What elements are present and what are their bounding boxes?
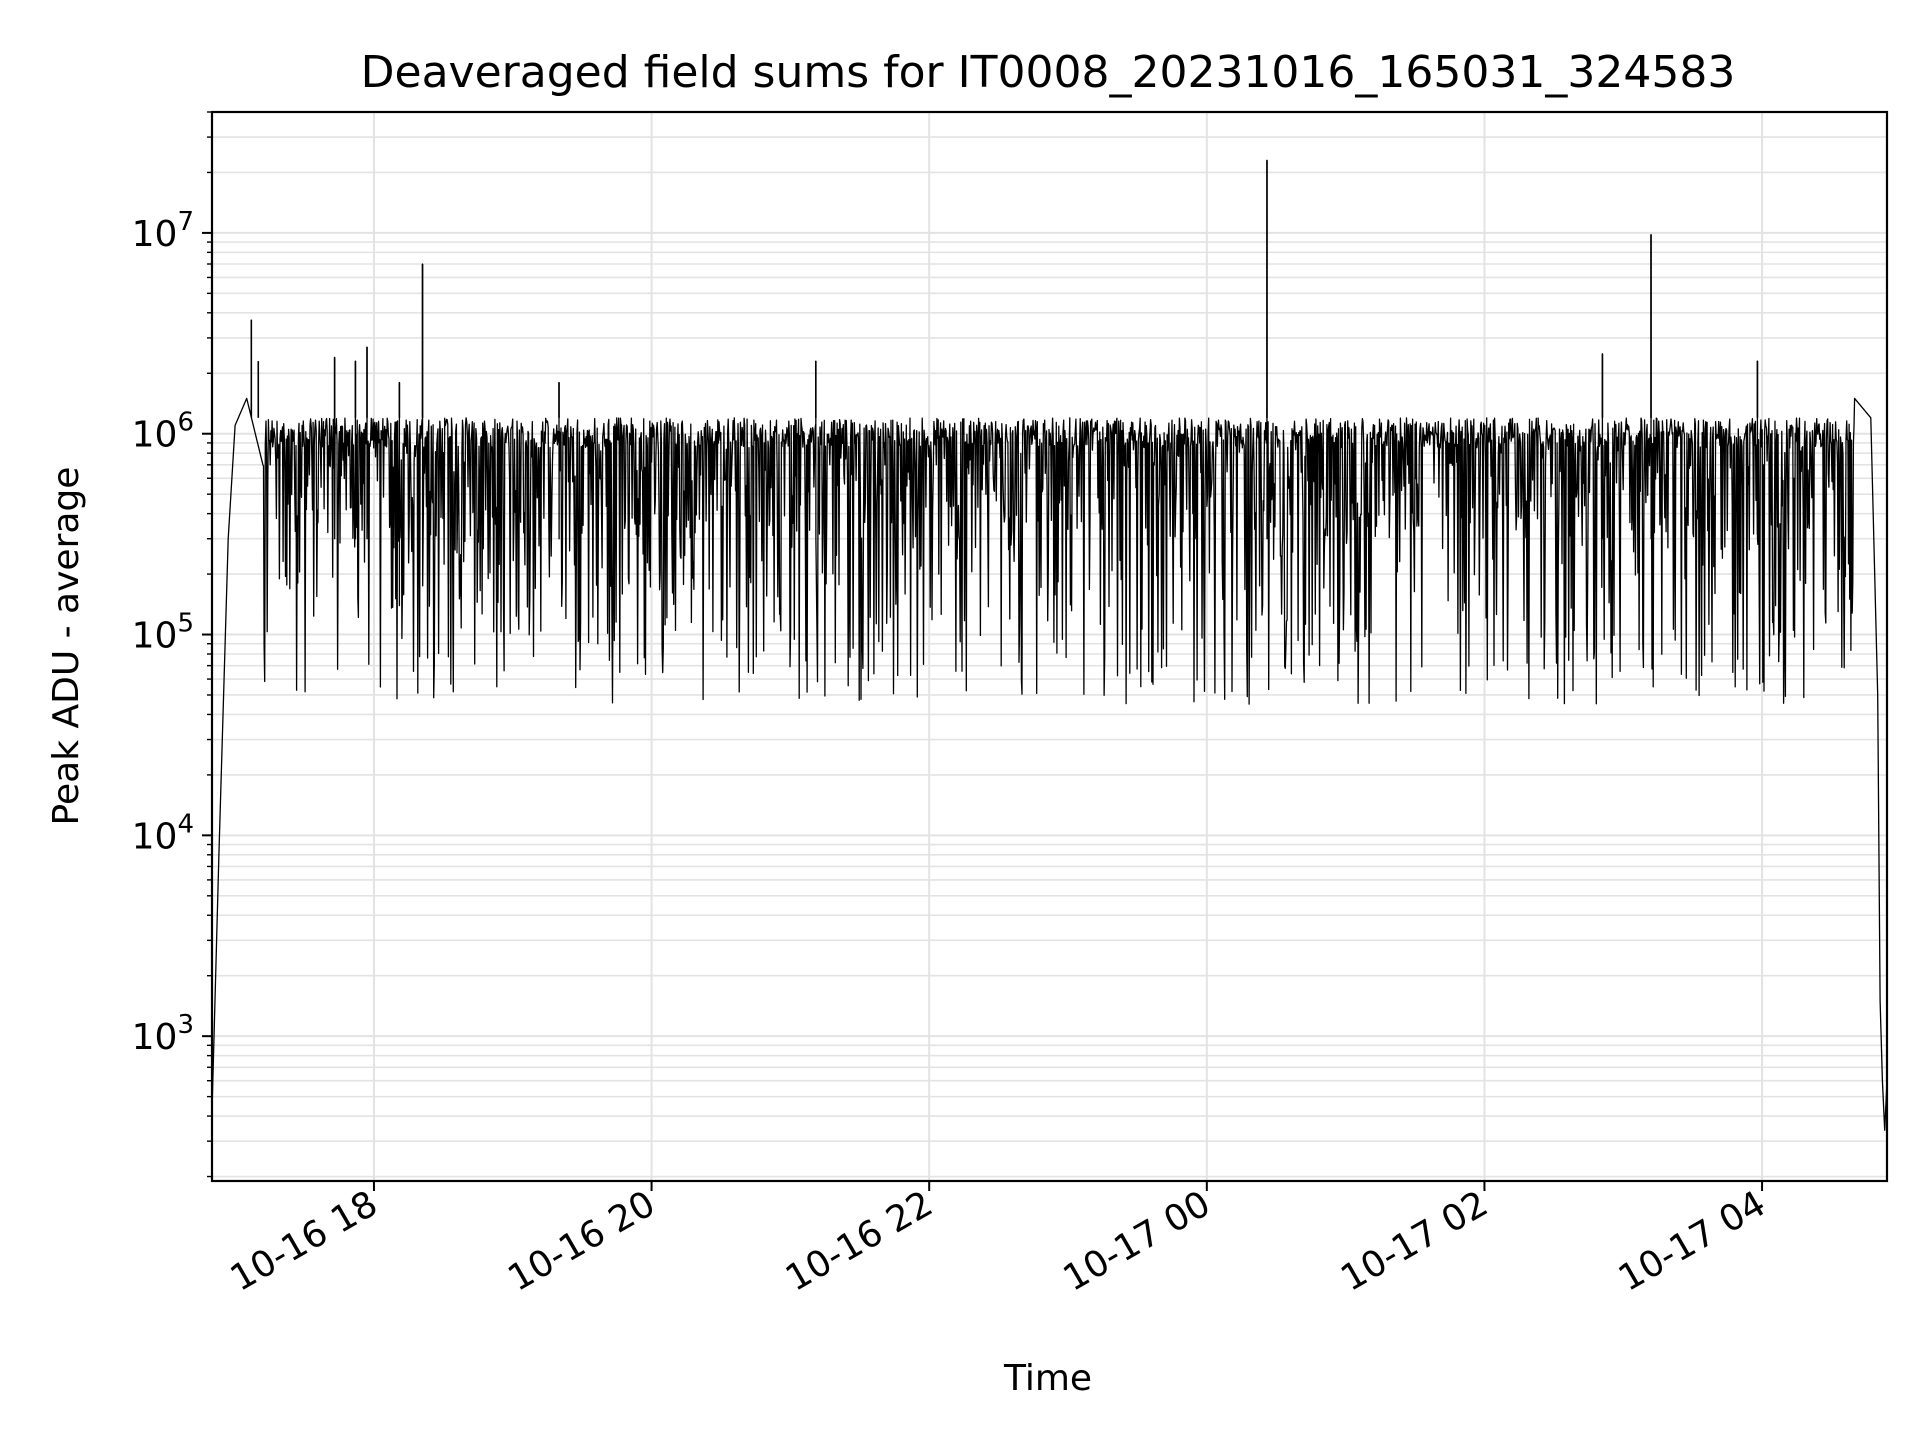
y-axis-ticks: 103 104 105 106 107: [132, 111, 212, 1178]
y-axis-label: Peak ADU - average: [46, 467, 87, 826]
x-tick-label: 10-16 22: [779, 1183, 940, 1299]
y-tick-label: 103: [132, 1010, 194, 1058]
x-tick-label: 10-17 00: [1057, 1183, 1218, 1299]
x-tick-label: 10-17 04: [1612, 1183, 1773, 1299]
x-tick-label: 10-17 02: [1334, 1183, 1495, 1299]
x-axis-label: Time: [1003, 1358, 1092, 1399]
y-tick-label: 106: [132, 408, 194, 456]
chart-title: Deaveraged field sums for IT0008_2023101…: [361, 47, 1736, 98]
series-line: [211, 159, 1888, 1131]
y-tick-label: 107: [132, 207, 194, 255]
x-tick-label: 10-16 20: [501, 1183, 662, 1299]
x-tick-label: 10-16 18: [224, 1183, 385, 1299]
data-series: [211, 159, 1888, 1131]
x-axis-ticks: 10-16 18 10-16 20 10-16 22 10-17 00 10-17 02…: [224, 1181, 1773, 1300]
y-tick-label: 105: [132, 609, 194, 657]
grid-lines: [212, 111, 1887, 1181]
y-tick-label: 104: [132, 809, 194, 857]
plot-frame: [210, 110, 1889, 1183]
